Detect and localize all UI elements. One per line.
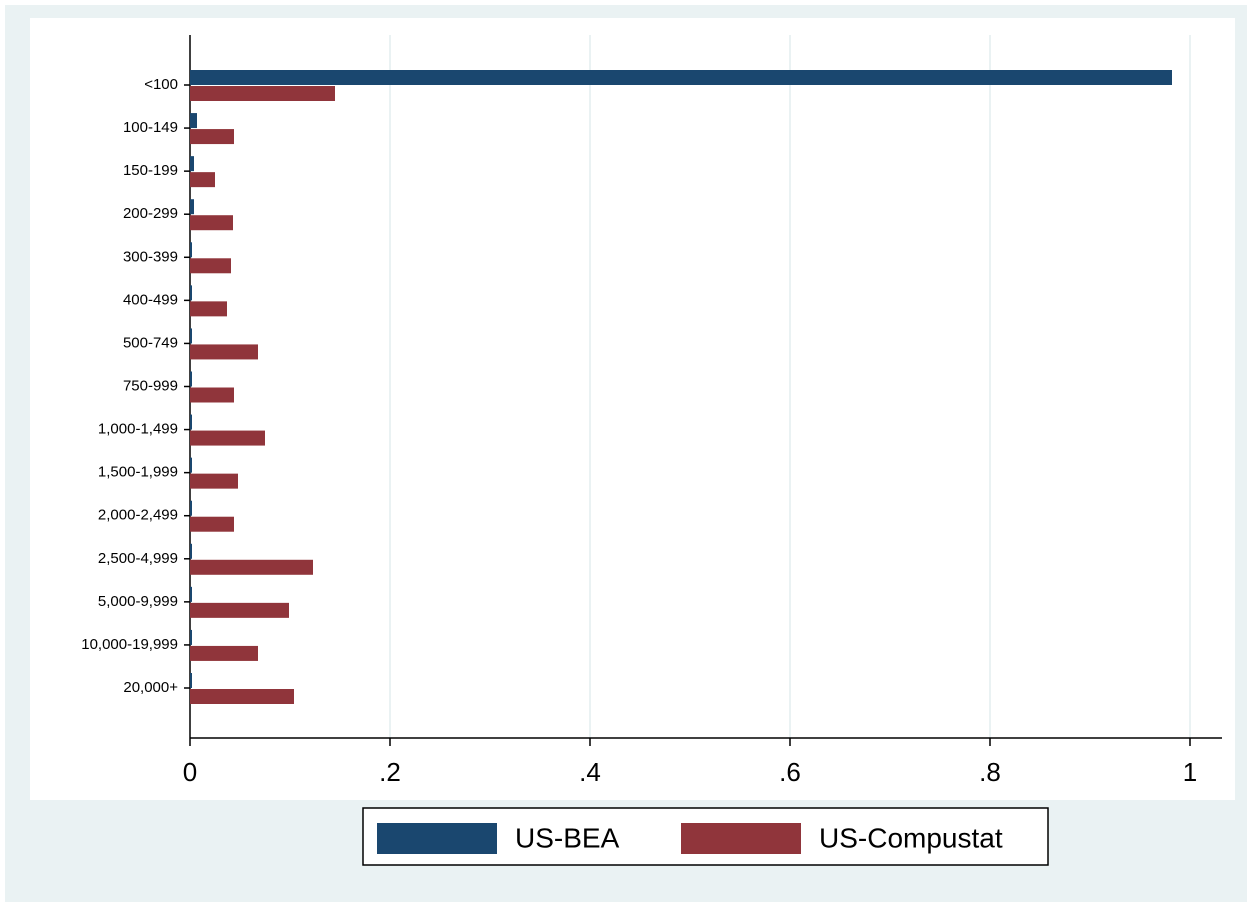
bar <box>190 129 234 145</box>
y-tick-label: 300-399 <box>123 248 178 265</box>
x-tick-label: 0 <box>183 757 197 787</box>
bar <box>190 242 192 258</box>
bar <box>190 387 234 403</box>
bar <box>190 344 258 360</box>
y-tick-label: <100 <box>144 76 178 93</box>
bar <box>190 285 192 301</box>
legend-swatch <box>681 823 801 854</box>
x-tick-label: .6 <box>779 757 801 787</box>
y-tick-label: 400-499 <box>123 291 178 308</box>
y-tick-label: 150-199 <box>123 162 178 179</box>
bar <box>190 559 313 575</box>
bar <box>190 673 192 688</box>
y-tick-label: 750-999 <box>123 377 178 394</box>
bar <box>190 86 335 101</box>
bar <box>190 113 197 129</box>
y-tick-label: 20,000+ <box>123 679 178 696</box>
legend-label: US-Compustat <box>819 822 1003 853</box>
legend-swatch <box>377 823 497 854</box>
bar <box>190 258 231 274</box>
y-tick-label: 200-299 <box>123 205 178 222</box>
bar <box>190 414 192 430</box>
bar <box>190 586 192 602</box>
bar <box>190 516 234 532</box>
y-tick-label: 2,000-2,499 <box>98 507 178 524</box>
bar <box>190 301 227 317</box>
bar <box>190 371 192 387</box>
y-tick-label: 10,000-19,999 <box>81 636 178 653</box>
legend-label: US-BEA <box>515 822 620 853</box>
y-tick-label: 1,500-1,999 <box>98 464 178 481</box>
y-tick-label: 1,000-1,499 <box>98 421 178 438</box>
y-tick-label: 5,000-9,999 <box>98 593 178 610</box>
y-tick-label: 100-149 <box>123 119 178 136</box>
bar <box>190 156 194 172</box>
plot-region <box>30 18 1235 800</box>
bar <box>190 473 238 489</box>
x-tick-label: .4 <box>579 757 601 787</box>
bar <box>190 215 233 231</box>
bar <box>190 629 192 645</box>
bar <box>190 645 258 661</box>
bar <box>190 457 192 473</box>
bar <box>190 689 294 704</box>
bar <box>190 172 215 188</box>
bar <box>190 543 192 559</box>
bar <box>190 602 289 618</box>
bar <box>190 500 192 516</box>
bar <box>190 430 265 446</box>
bar <box>190 328 192 344</box>
y-tick-label: 2,500-4,999 <box>98 550 178 567</box>
bar <box>190 199 194 215</box>
y-tick-label: 500-749 <box>123 334 178 351</box>
x-tick-label: 1 <box>1183 757 1197 787</box>
x-tick-label: .2 <box>379 757 401 787</box>
x-tick-label: .8 <box>979 757 1001 787</box>
bar <box>190 70 1172 85</box>
